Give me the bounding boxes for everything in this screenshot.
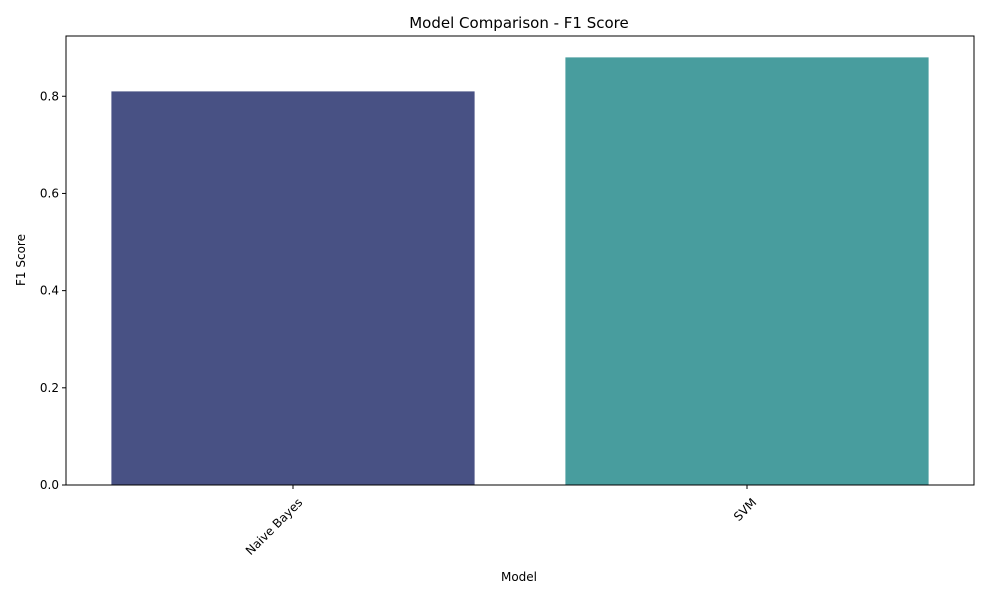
plot-frame [65, 35, 975, 486]
x-axis: Naive Bayes SVM [243, 485, 759, 558]
y-tick-label: 0.4 [40, 284, 59, 298]
y-tick-label: 0.2 [40, 381, 59, 395]
y-axis: 0.0 0.2 0.4 0.6 0.8 [40, 89, 66, 492]
chart-title: Model Comparison - F1 Score [409, 14, 629, 32]
bar-naive-bayes [111, 91, 475, 485]
x-axis-label: Model [501, 570, 537, 584]
x-tick-label: SVM [731, 495, 759, 523]
y-tick-label: 0.6 [40, 186, 59, 200]
y-tick-label: 0.0 [40, 478, 59, 492]
bar-svm [565, 57, 929, 485]
y-tick-label: 0.8 [40, 89, 59, 103]
x-tick-label: Naive Bayes [243, 495, 305, 557]
y-axis-label: F1 Score [14, 234, 28, 286]
bars-group [111, 57, 929, 485]
